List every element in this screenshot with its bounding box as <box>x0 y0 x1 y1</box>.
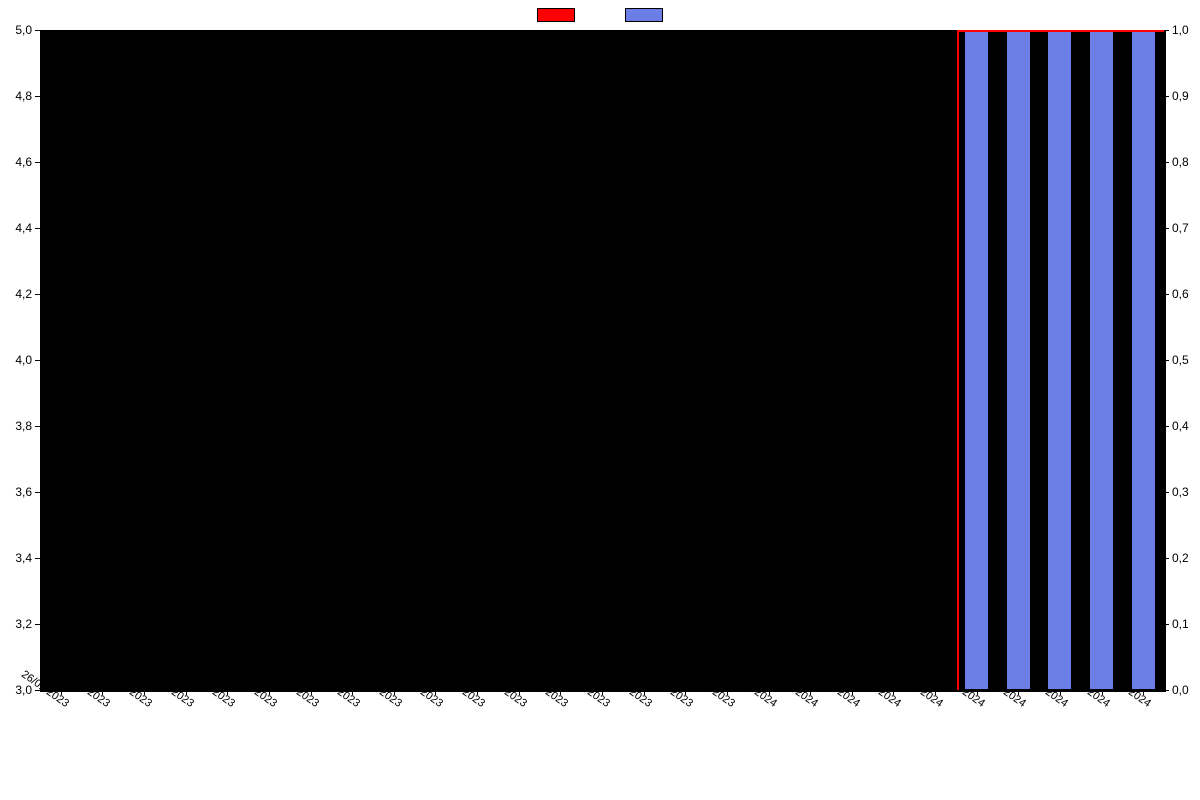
y-right-tick-mark <box>1164 96 1169 97</box>
bar <box>964 30 989 690</box>
y-right-tick-mark <box>1164 426 1169 427</box>
legend-swatch-blue <box>625 8 663 22</box>
y-left-tick-label: 3,0 <box>0 683 32 697</box>
line-horizontal <box>958 30 1164 32</box>
y-left-tick-mark <box>35 492 40 493</box>
y-left-tick-mark <box>35 360 40 361</box>
y-left-tick-mark <box>35 228 40 229</box>
legend-item-blue <box>625 8 663 22</box>
y-left-tick-label: 5,0 <box>0 23 32 37</box>
line-vertical <box>957 30 959 690</box>
legend <box>537 8 663 22</box>
bar <box>1047 30 1072 690</box>
y-right-tick-label: 0,7 <box>1172 221 1189 235</box>
y-right-tick-mark <box>1164 294 1169 295</box>
y-left-tick-label: 3,8 <box>0 419 32 433</box>
y-left-tick-label: 3,4 <box>0 551 32 565</box>
y-left-tick-mark <box>35 294 40 295</box>
y-left-tick-mark <box>35 30 40 31</box>
y-right-tick-label: 1,0 <box>1172 23 1189 37</box>
legend-swatch-red <box>537 8 575 22</box>
y-left-tick-mark <box>35 96 40 97</box>
bar <box>1131 30 1156 690</box>
y-left-tick-label: 3,2 <box>0 617 32 631</box>
y-left-tick-mark <box>35 426 40 427</box>
y-left-tick-mark <box>35 624 40 625</box>
y-right-tick-mark <box>1164 558 1169 559</box>
y-right-tick-label: 0,9 <box>1172 89 1189 103</box>
y-right-tick-mark <box>1164 162 1169 163</box>
y-right-tick-mark <box>1164 228 1169 229</box>
y-right-tick-label: 0,0 <box>1172 683 1189 697</box>
y-left-tick-label: 4,6 <box>0 155 32 169</box>
y-right-tick-label: 0,2 <box>1172 551 1189 565</box>
bar <box>1089 30 1114 690</box>
y-right-tick-mark <box>1164 624 1169 625</box>
y-left-tick-label: 4,8 <box>0 89 32 103</box>
y-right-tick-label: 0,8 <box>1172 155 1189 169</box>
y-right-tick-label: 0,5 <box>1172 353 1189 367</box>
y-right-tick-label: 0,3 <box>1172 485 1189 499</box>
y-left-tick-mark <box>35 558 40 559</box>
y-right-tick-mark <box>1164 360 1169 361</box>
y-left-tick-label: 4,0 <box>0 353 32 367</box>
plot-area <box>40 30 1166 692</box>
legend-item-red <box>537 8 575 22</box>
y-right-tick-mark <box>1164 492 1169 493</box>
y-right-tick-mark <box>1164 30 1169 31</box>
y-left-tick-mark <box>35 162 40 163</box>
y-right-tick-label: 0,6 <box>1172 287 1189 301</box>
y-right-tick-mark <box>1164 690 1169 691</box>
y-left-tick-label: 3,6 <box>0 485 32 499</box>
y-left-tick-label: 4,4 <box>0 221 32 235</box>
y-right-tick-label: 0,1 <box>1172 617 1189 631</box>
y-left-tick-label: 4,2 <box>0 287 32 301</box>
bar <box>1006 30 1031 690</box>
y-right-tick-label: 0,4 <box>1172 419 1189 433</box>
